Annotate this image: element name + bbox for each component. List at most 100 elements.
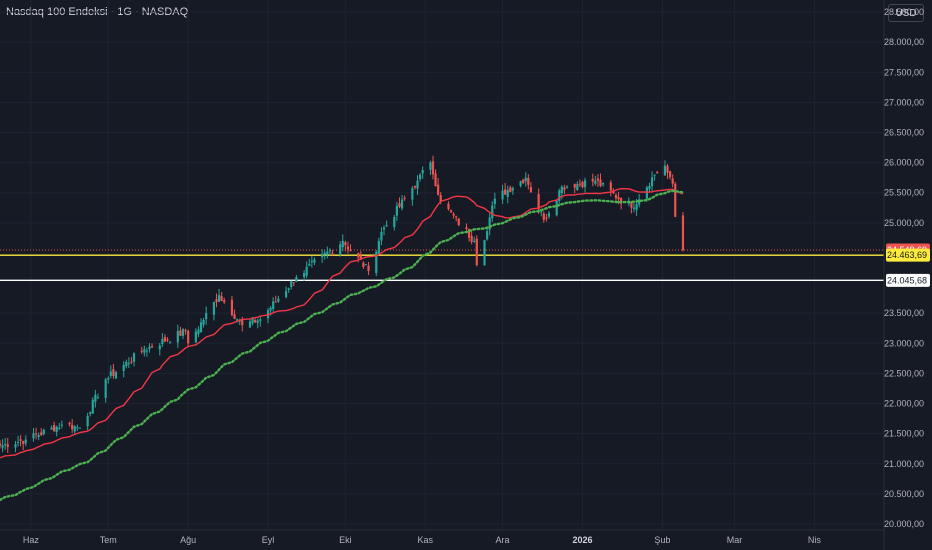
price-tick-label: 25.500,00: [884, 188, 924, 198]
candle-body: [161, 339, 164, 345]
candle-body: [681, 215, 685, 251]
horizontal-levels[interactable]: [0, 249, 884, 282]
time-tick-label: Ara: [496, 535, 510, 545]
candle-body: [359, 255, 362, 260]
price-tick-label: 21.500,00: [884, 429, 924, 439]
candle-body: [19, 439, 22, 441]
time-tick-label: Mar: [727, 535, 743, 545]
candle-body: [238, 320, 241, 322]
candle-body: [158, 345, 161, 350]
candle-body: [601, 182, 605, 185]
candle-body: [638, 199, 641, 205]
candle-body: [166, 339, 169, 341]
candle-body: [125, 361, 128, 367]
candle-body: [326, 251, 329, 255]
time-tick-label: Haz: [23, 535, 40, 545]
candle-body: [310, 261, 313, 263]
candle-body: [150, 346, 154, 348]
candle-body: [581, 181, 584, 188]
candle-body: [254, 320, 257, 323]
candle-body: [179, 330, 182, 336]
time-tick-label: 2026: [572, 535, 592, 545]
candle-body: [357, 252, 360, 258]
candle-body: [14, 444, 17, 448]
candle-body: [197, 329, 200, 335]
candle-body: [367, 265, 370, 272]
candle-body: [251, 317, 254, 324]
time-tick-label: Eyl: [262, 535, 275, 545]
candle-body: [34, 433, 38, 435]
candle-body: [292, 282, 295, 284]
candle-body: [187, 330, 190, 344]
price-tick-label: 26.500,00: [884, 128, 924, 138]
candle-body: [491, 205, 494, 219]
candle-body: [37, 435, 40, 438]
candle-body: [555, 200, 558, 216]
candle-body: [449, 210, 453, 213]
candle-body: [233, 314, 236, 320]
candle-body: [524, 177, 527, 182]
candle-body: [668, 171, 672, 178]
candle-body: [393, 217, 396, 228]
candle-body: [328, 250, 331, 252]
candle-body: [339, 244, 342, 256]
candle-body: [122, 364, 125, 371]
candle-body: [96, 397, 100, 399]
candle-body: [377, 240, 380, 254]
candle-body: [504, 189, 507, 195]
candle-body: [76, 427, 79, 429]
price-tick-label: 23.500,00: [884, 308, 924, 318]
candle-body: [617, 196, 620, 200]
candle-body: [509, 187, 512, 192]
candle-body: [656, 172, 659, 174]
candle-body: [4, 443, 7, 446]
candle-body: [32, 433, 35, 439]
candle-body: [558, 190, 561, 201]
candle-body: [560, 186, 563, 194]
currency-button[interactable]: USD: [888, 4, 924, 22]
candle-body: [465, 227, 468, 230]
candle-body: [467, 229, 471, 238]
candle-body: [537, 193, 540, 210]
candle-body: [488, 217, 491, 230]
candle-body: [341, 240, 344, 248]
candle-body: [380, 231, 383, 241]
candle-body: [163, 337, 167, 342]
candle-body: [1, 445, 4, 448]
candle-body: [447, 203, 450, 210]
candle-body: [230, 299, 234, 316]
candle-body: [269, 307, 272, 311]
candle-body: [68, 422, 71, 425]
price-tick-label: 27.500,00: [884, 67, 924, 77]
candle-body: [16, 441, 20, 443]
candle-body: [259, 319, 262, 321]
candle-body: [140, 350, 143, 352]
candle-body: [470, 235, 473, 242]
candle-body: [6, 444, 9, 448]
candle-body: [418, 174, 422, 180]
price-axis[interactable]: 20.000,00 20.500,00 21.000,00 21.500,00 22.0…: [884, 7, 924, 529]
candle-body: [305, 266, 308, 276]
price-tick-label: 23.000,00: [884, 338, 924, 348]
candle-body: [181, 329, 185, 336]
moving-average-line: [0, 187, 684, 459]
candle-body: [127, 363, 130, 365]
candle-body: [284, 291, 288, 298]
price-tag-label: 24.463,69: [887, 250, 927, 260]
price-tick-label: 28.500,00: [884, 7, 924, 17]
candle-body: [53, 425, 56, 432]
time-tick-label: Şub: [654, 535, 670, 545]
candle-body: [148, 346, 151, 350]
price-tick-label: 20.000,00: [884, 519, 924, 529]
candle-body: [475, 238, 478, 265]
time-axis[interactable]: Haz Tem Ağu Eyl Eki Kas Ara 2026 Şub Mar Nis: [23, 535, 821, 545]
candle-body: [663, 165, 667, 176]
candle-body: [114, 372, 118, 379]
candle-body: [455, 216, 458, 218]
candle-body: [666, 165, 669, 173]
candle-body: [78, 427, 81, 429]
candle-body: [112, 369, 115, 377]
candle-body: [486, 231, 489, 240]
